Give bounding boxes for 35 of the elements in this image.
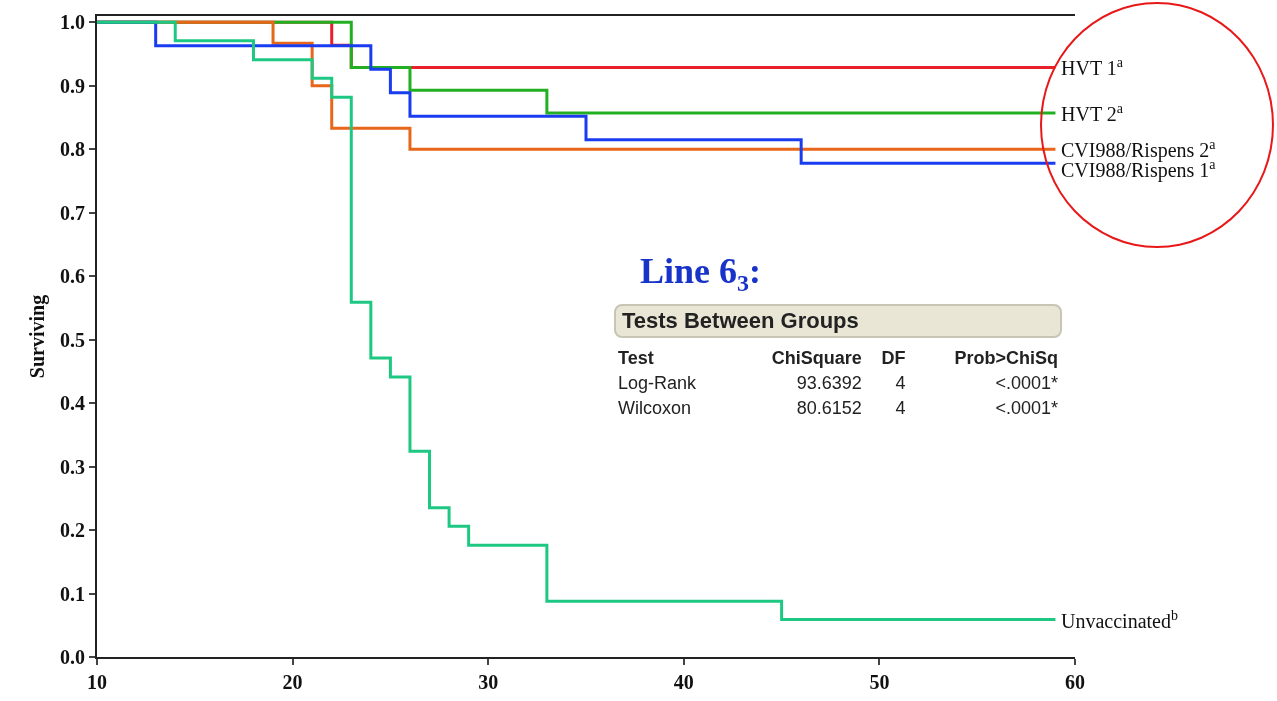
annotation: 93.6392 xyxy=(795,372,863,395)
y-tick-label: 0.8 xyxy=(60,138,85,161)
annotation: 4 xyxy=(894,372,907,395)
x-tick-label: 30 xyxy=(478,671,499,693)
y-tick-label: 1.0 xyxy=(60,11,85,34)
annotation: Tests Between Groups xyxy=(622,308,859,333)
x-tick-label: 50 xyxy=(869,671,890,693)
y-axis-title: Surviving xyxy=(26,294,49,379)
x-tick-label: 10 xyxy=(87,671,107,693)
y-tick-label: 0.5 xyxy=(60,328,85,351)
y-tick-label: 0.6 xyxy=(60,265,85,288)
annotation: Prob>ChiSq xyxy=(953,347,1059,370)
annotation: <.0001* xyxy=(994,397,1059,420)
y-tick-label: 0.7 xyxy=(60,201,85,224)
series-label: HVT 1$^{a}$ xyxy=(1061,55,1124,80)
series-label: HVT 2$^{a}$ xyxy=(1061,101,1124,126)
y-tick-label: 0.3 xyxy=(60,455,85,478)
annotation: ChiSquare xyxy=(770,347,863,370)
annotation: Log-Rank xyxy=(617,372,698,395)
y-tick-label: 0.0 xyxy=(60,646,85,668)
y-tick-label: 0.9 xyxy=(60,74,85,97)
x-tick-label: 40 xyxy=(673,671,694,693)
annotation: 4 xyxy=(894,397,907,420)
annotation: Line 6$_{3}$: xyxy=(640,250,762,298)
y-tick-label: 0.4 xyxy=(60,392,85,415)
annotation: 80.6152 xyxy=(795,397,863,420)
x-tick-label: 60 xyxy=(1065,671,1085,693)
y-tick-label: 0.1 xyxy=(60,582,85,605)
y-tick-label: 0.2 xyxy=(60,519,85,542)
annotation: Test xyxy=(617,347,655,370)
annotation: DF xyxy=(880,347,907,370)
annotation: Wilcoxon xyxy=(617,397,693,420)
series-label: Unvaccinated$^{b}$ xyxy=(1061,608,1178,633)
x-tick-label: 20 xyxy=(282,671,303,693)
annotation: <.0001* xyxy=(994,372,1059,395)
